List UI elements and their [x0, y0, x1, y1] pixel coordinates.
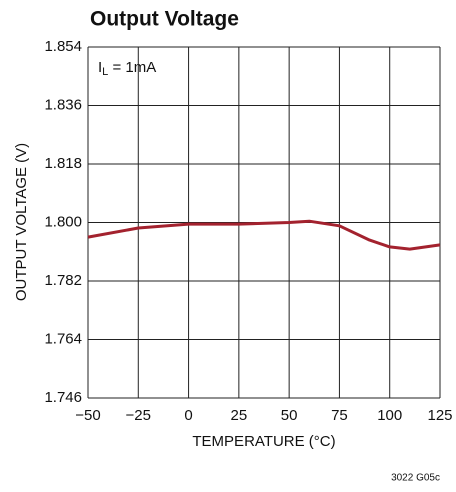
x-tick-label: 125: [427, 407, 452, 424]
y-axis-label: OUTPUT VOLTAGE (V): [13, 143, 30, 301]
x-axis-label: TEMPERATURE (°C): [192, 433, 335, 450]
annotation-main: I: [98, 59, 102, 76]
y-tick-label: 1.854: [44, 38, 82, 55]
x-tick-label: 50: [281, 407, 298, 424]
x-tick-label: −25: [126, 407, 151, 424]
y-tick-label: 1.836: [44, 96, 82, 113]
x-tick-label: 100: [377, 407, 402, 424]
y-tick-label: 1.782: [44, 272, 82, 289]
x-tick-label: 75: [331, 407, 348, 424]
y-tick-label: 1.800: [44, 213, 82, 230]
annotation: IL = 1mA: [98, 59, 156, 78]
y-tick-label: 1.818: [44, 155, 82, 172]
annotation-rest: = 1mA: [108, 59, 156, 76]
x-tick-label: 0: [184, 407, 192, 424]
y-tick-label: 1.746: [44, 389, 82, 406]
chart-title: Output Voltage: [90, 8, 239, 31]
y-tick-label: 1.764: [44, 330, 82, 347]
data-line: [87, 219, 441, 251]
annotation-sub: L: [102, 66, 108, 78]
x-tick-label: −50: [75, 407, 100, 424]
footnote: 3022 G05c: [391, 473, 440, 484]
x-tick-label: 25: [231, 407, 248, 424]
